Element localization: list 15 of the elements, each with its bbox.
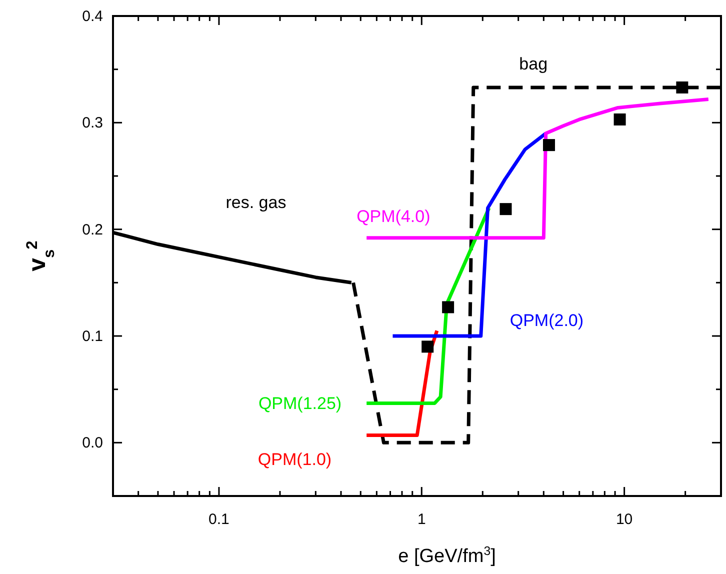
x-tick-label: 10	[616, 511, 633, 528]
text: res. gas	[226, 193, 286, 212]
x-tick-label: 1	[417, 511, 426, 528]
x-axis-title: e [GeV/fm$^{3}$]	[398, 544, 496, 567]
y-tick-label: 0.2	[82, 221, 103, 238]
series-label: QPM(2.0)	[510, 311, 584, 330]
x-tick-label: 0.1	[208, 511, 230, 528]
series-label: QPM(1.25)	[258, 394, 342, 414]
y-tick-label: 0.0	[82, 434, 103, 452]
y-tick-label: 0.3	[82, 114, 103, 132]
text: QPM(1.0)	[258, 450, 332, 470]
series-label: QPM(4.0)	[356, 206, 430, 226]
y-tick-label: 0.1	[82, 328, 103, 345]
y-tick-label: 0.4	[82, 8, 103, 25]
series-label: bag	[519, 54, 548, 74]
